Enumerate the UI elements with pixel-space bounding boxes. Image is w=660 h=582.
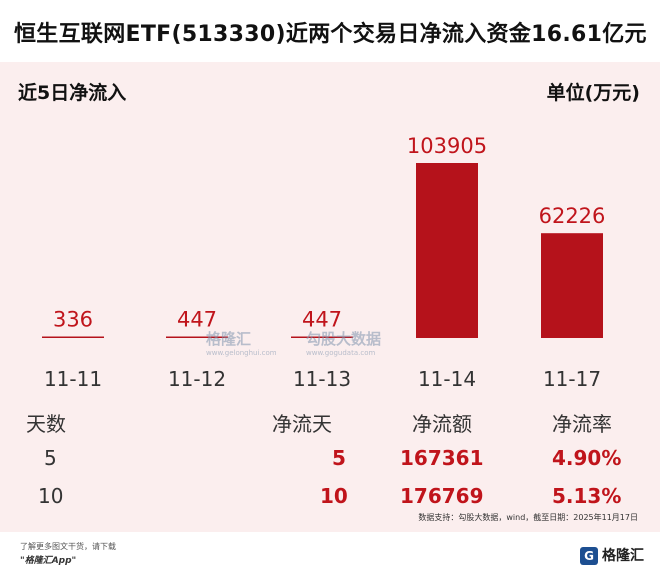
chart-title: 近5日净流入 <box>18 82 127 104</box>
value-label-11-12: 447 <box>177 308 217 332</box>
inflow-days-value: 5 <box>332 446 346 470</box>
value-label-11-17: 62226 <box>539 204 606 228</box>
value-label-11-13: 447 <box>302 308 342 332</box>
stats-row: 10 10 176769 5.13% <box>0 484 660 518</box>
days-value: 10 <box>38 484 64 508</box>
footer-app-name: "格隆汇App" <box>20 556 77 566</box>
inflow-amount-value: 167361 <box>400 446 484 470</box>
bar-11-13 <box>291 336 353 338</box>
inflow-rate-value: 4.90% <box>552 446 622 470</box>
value-label-11-11: 336 <box>53 308 93 332</box>
inflow-amount-value: 176769 <box>400 484 484 508</box>
brand-logo: G 格隆汇 <box>580 545 644 565</box>
category-label-11-11: 11-11 <box>44 367 102 391</box>
stats-header-row: 天数 净流天 净流额 净流率 <box>0 408 660 442</box>
data-watermark: 勾股大数据 www.gogudata.com <box>306 330 382 357</box>
category-label-11-12: 11-12 <box>168 367 226 391</box>
bar-11-12 <box>166 336 228 338</box>
bar-chart: 336 11-11 447 11-12 447 11-13 103905 11-14 62226… <box>42 134 606 391</box>
footer-line: 了解更多图文干货，请下载 <box>20 542 116 551</box>
brand-watermark: 格隆汇 www.gelonghui.com <box>206 330 277 357</box>
header-days: 天数 <box>26 412 66 436</box>
source-note: 数据支持：勾股大数据，wind，截至日期：2025年11月17日 <box>418 513 638 522</box>
unit-label: 单位(万元) <box>546 82 640 104</box>
category-label-11-13: 11-13 <box>293 367 351 391</box>
category-label-11-14: 11-14 <box>418 367 476 391</box>
header-inflow-days: 净流天 <box>272 412 332 436</box>
header-inflow-amount: 净流额 <box>412 412 472 436</box>
header-inflow-rate: 净流率 <box>552 412 612 436</box>
bar-11-14 <box>416 163 478 338</box>
days-value: 5 <box>44 446 57 470</box>
value-label-11-14: 103905 <box>407 134 487 158</box>
category-label-11-17: 11-17 <box>543 367 601 391</box>
logo-mark-icon: G <box>580 547 598 565</box>
inflow-days-value: 10 <box>320 484 348 508</box>
stats-row: 5 5 167361 4.90% <box>0 446 660 480</box>
logo-text: 格隆汇 <box>602 548 644 564</box>
bar-11-17 <box>541 233 603 338</box>
bar-11-11 <box>42 336 104 338</box>
footer-note: 了解更多图文干货，请下载 "格隆汇App" <box>20 540 116 568</box>
headline: 恒生互联网ETF(513330)近两个交易日净流入资金16.61亿元 <box>14 22 647 47</box>
inflow-rate-value: 5.13% <box>552 484 622 508</box>
